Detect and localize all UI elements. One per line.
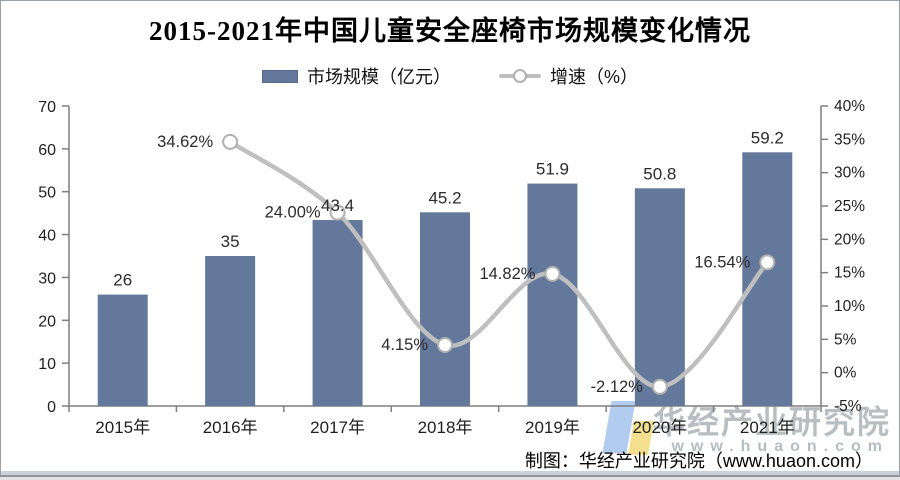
growth-marker	[759, 254, 776, 271]
legend-item-market-size: 市场规模（亿元）	[261, 63, 451, 89]
bar-value-label: 43.4	[321, 196, 354, 215]
bar	[742, 152, 793, 406]
bar	[205, 256, 256, 406]
footer-credit: 制图：华经产业研究院（www.huaon.com）	[524, 451, 873, 471]
line-series-swatch	[498, 69, 541, 83]
watermark-brand: 华经产业研究院	[652, 404, 891, 440]
legend-item-growth: 增速（%）	[498, 63, 638, 89]
right-axis-tick-label: 15%	[834, 265, 865, 282]
bar-value-label: 59.2	[751, 128, 784, 147]
x-axis-label: 2019年	[525, 418, 580, 437]
left-axis-tick-label: 70	[38, 99, 56, 116]
legend-market-size-label: 市场规模（亿元）	[306, 67, 451, 87]
x-axis-label: 2016年	[203, 418, 258, 437]
chart-title: 2015-2021年中国儿童安全座椅市场规模变化情况	[149, 16, 751, 46]
bar-series-swatch	[261, 69, 298, 83]
growth-marker	[544, 265, 561, 282]
growth-value-label: 4.15%	[381, 336, 428, 354]
growth-marker	[437, 337, 453, 353]
left-axis-tick-label: 30	[38, 270, 56, 287]
x-axis-label: 2018年	[418, 418, 473, 437]
right-axis-tick-label: 40%	[834, 98, 865, 115]
growth-marker	[329, 204, 346, 221]
right-axis-tick-label: 25%	[834, 198, 865, 215]
x-axis-label: 2020年	[632, 418, 687, 437]
right-axis-tick-label: 35%	[834, 131, 865, 148]
right-axis-tick-label: 20%	[834, 231, 865, 248]
growth-value-label: 14.82%	[479, 265, 535, 283]
growth-value-label: 34.62%	[157, 133, 213, 151]
growth-value-label: -2.12%	[591, 378, 644, 396]
x-axis-label: 2021年	[740, 418, 795, 437]
right-axis-tick-label: 10%	[834, 298, 865, 315]
right-axis-tick-label: 0%	[834, 365, 857, 382]
right-axis-tick-label: -5%	[834, 398, 862, 415]
legend-growth-label: 增速（%）	[549, 67, 638, 87]
left-axis-tick-label: 10	[38, 356, 56, 373]
bar-value-label: 51.9	[536, 160, 569, 179]
left-axis-tick-label: 40	[38, 228, 56, 245]
bar-value-label: 26	[113, 271, 132, 290]
bottom-border-strip	[1, 471, 899, 475]
x-axis-label: 2015年	[95, 418, 150, 437]
bar-value-label: 35	[221, 232, 240, 251]
left-axis-tick-label: 60	[38, 142, 56, 159]
bar	[97, 294, 148, 406]
bar-value-label: 45.2	[428, 188, 461, 207]
growth-value-label: 24.00%	[265, 204, 321, 222]
x-axis-label: 2017年	[310, 418, 365, 437]
bar	[634, 188, 685, 406]
watermark-url: www.huaon.com	[671, 438, 889, 455]
bar	[312, 220, 363, 406]
line-marker-icon	[512, 69, 527, 83]
growth-marker	[651, 378, 668, 395]
left-axis-tick-label: 50	[38, 185, 56, 202]
right-axis-tick-label: 30%	[834, 165, 865, 182]
bar	[420, 212, 470, 406]
bar-value-label: 50.8	[643, 164, 676, 183]
left-axis-tick-label: 20	[38, 313, 56, 330]
growth-marker	[222, 133, 239, 150]
left-axis-tick-label: 0	[47, 399, 56, 416]
chart-legend: 市场规模（亿元） 增速（%）	[1, 63, 899, 89]
right-axis-tick-label: 5%	[834, 331, 857, 348]
bar	[527, 183, 578, 406]
growth-value-label: 16.54%	[694, 253, 750, 271]
